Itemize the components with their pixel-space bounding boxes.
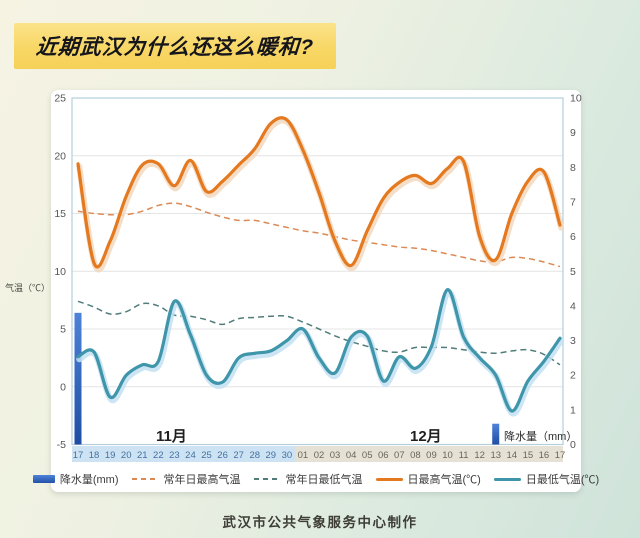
dashed-teal-line-swatch-icon — [253, 478, 281, 480]
svg-text:8: 8 — [570, 162, 576, 174]
precipitation-bars — [74, 312, 500, 445]
svg-text:9: 9 — [570, 127, 576, 139]
chart-legend: 降水量(mm) 常年日最高气温 常年日最低气温 日最高气温(℃) 日最低气温(℃… — [32, 469, 599, 489]
left-axis-ticks: 25 20 15 10 5 0 -5 — [54, 93, 66, 452]
svg-text:28: 28 — [249, 450, 260, 461]
svg-text:27: 27 — [233, 450, 244, 461]
svg-text:-5: -5 — [57, 439, 66, 451]
legend-label: 降水量(mm) — [59, 474, 119, 486]
svg-text:15: 15 — [54, 208, 66, 220]
y-axis-label-precipitation: 降水量（mm） — [504, 431, 578, 443]
svg-text:5: 5 — [60, 324, 66, 336]
legend-label: 日最低气温(℃) — [525, 474, 600, 486]
svg-text:6: 6 — [570, 231, 576, 243]
month-label-december: 12月 — [410, 428, 442, 445]
svg-text:7: 7 — [570, 196, 576, 208]
solid-orange-line-swatch-icon — [375, 477, 403, 481]
svg-text:25: 25 — [54, 93, 66, 105]
svg-text:29: 29 — [266, 450, 277, 461]
legend-item-normal-max-temp: 常年日最高气温 — [131, 471, 241, 487]
series-line-常年日最高气温 — [77, 202, 561, 268]
svg-text:2: 2 — [570, 370, 576, 382]
svg-text:02: 02 — [314, 450, 325, 461]
svg-text:11: 11 — [459, 450, 469, 461]
plot-frame — [71, 97, 564, 446]
series-halo-日最低气温(℃) — [76, 289, 565, 417]
svg-text:12: 12 — [474, 450, 485, 461]
svg-text:10: 10 — [570, 93, 582, 105]
series-line-常年日最低气温 — [77, 300, 561, 366]
svg-text:4: 4 — [570, 300, 576, 312]
svg-text:07: 07 — [394, 450, 405, 461]
legend-item-daily-min-temp: 日最低气温(℃) — [493, 471, 600, 487]
legend-item-precipitation: 降水量(mm) — [32, 471, 119, 487]
svg-text:05: 05 — [362, 450, 373, 461]
solid-teal-line-swatch-icon — [493, 477, 521, 481]
date-strip — [72, 446, 563, 462]
svg-text:25: 25 — [201, 450, 212, 461]
dashed-orange-line-swatch-icon — [131, 478, 159, 480]
svg-text:01: 01 — [298, 450, 309, 461]
svg-text:10: 10 — [54, 266, 66, 278]
svg-text:5: 5 — [570, 266, 576, 278]
svg-text:06: 06 — [378, 450, 389, 461]
svg-text:13: 13 — [490, 450, 501, 461]
legend-item-daily-max-temp: 日最高气温(℃) — [375, 471, 481, 487]
svg-text:20: 20 — [54, 150, 66, 162]
svg-text:0: 0 — [60, 381, 66, 393]
svg-text:17: 17 — [73, 450, 84, 461]
svg-text:3: 3 — [570, 335, 576, 347]
footer-credit: 武汉市公共气象服务中心制作 — [222, 515, 418, 530]
svg-text:14: 14 — [507, 450, 518, 461]
legend-label: 日最高气温(℃) — [407, 474, 481, 486]
legend-item-normal-min-temp: 常年日最低气温 — [253, 471, 363, 487]
legend-label: 常年日最高气温 — [163, 474, 241, 486]
svg-text:24: 24 — [185, 450, 196, 461]
svg-text:09: 09 — [426, 450, 437, 461]
svg-text:20: 20 — [121, 450, 132, 461]
svg-text:1: 1 — [570, 404, 576, 416]
svg-text:22: 22 — [153, 450, 164, 461]
precip-bar-17 — [74, 312, 82, 445]
svg-text:16: 16 — [539, 450, 550, 461]
svg-text:03: 03 — [330, 450, 341, 461]
month-label-november: 11月 — [156, 428, 187, 445]
x-axis-date-labels: 17 18 19 20 21 22 23 24 25 26 27 28 29 30 01 02 03 04 05 06… — [73, 450, 566, 461]
svg-text:19: 19 — [105, 450, 116, 461]
precip-bar-13 — [492, 423, 500, 445]
svg-text:23: 23 — [169, 450, 180, 461]
svg-text:0: 0 — [570, 439, 576, 451]
title-banner: 近期武汉为什么还这么暖和? — [14, 23, 336, 69]
svg-text:26: 26 — [217, 450, 228, 461]
svg-text:30: 30 — [282, 450, 293, 461]
precipitation-bar-swatch-icon — [32, 475, 55, 483]
svg-text:17: 17 — [555, 450, 566, 461]
y-axis-label-temperature: 气温（℃） — [4, 283, 50, 293]
svg-text:15: 15 — [523, 450, 534, 461]
svg-text:18: 18 — [89, 450, 100, 461]
svg-text:21: 21 — [137, 450, 148, 461]
series-line-日最低气温(℃) — [76, 288, 562, 413]
svg-text:08: 08 — [410, 450, 421, 461]
svg-text:10: 10 — [442, 450, 453, 461]
series-line-日最高气温(℃) — [76, 116, 562, 269]
legend-label: 常年日最低气温 — [285, 474, 363, 486]
svg-text:04: 04 — [346, 450, 357, 461]
